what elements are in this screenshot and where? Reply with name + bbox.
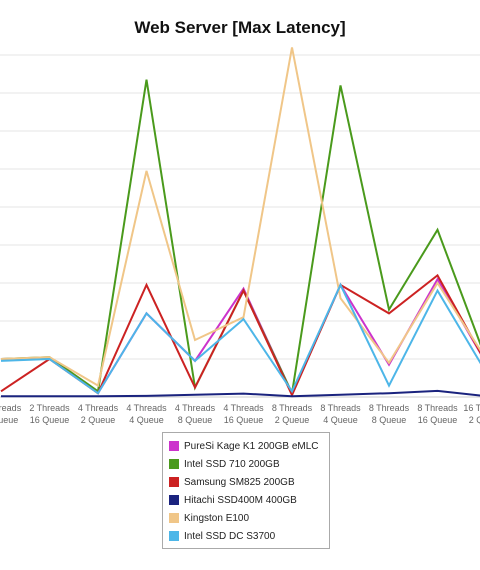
legend-item: Samsung SM825 200GB	[169, 473, 323, 491]
x-tick-label: 2 Threads 16 Queue	[29, 403, 70, 425]
series-lines	[0, 47, 480, 398]
series-line-4	[0, 47, 480, 388]
legend: PureSi Kage K1 200GB eMLC Intel SSD 710 2…	[162, 432, 330, 549]
legend-swatch	[169, 495, 179, 505]
legend-label: Hitachi SSD400M 400GB	[184, 494, 297, 506]
legend-label: Intel SSD 710 200GB	[184, 458, 280, 470]
legend-label: Kingston E100	[184, 512, 250, 524]
legend-swatch	[169, 513, 179, 523]
legend-label: Intel SSD DC S3700	[184, 530, 276, 542]
legend-item: Intel SSD DC S3700	[169, 527, 323, 545]
legend-swatch	[169, 477, 179, 487]
gridlines	[0, 54, 480, 398]
legend-label: PureSi Kage K1 200GB eMLC	[184, 440, 319, 452]
legend-label: Samsung SM825 200GB	[184, 476, 295, 488]
legend-swatch	[169, 531, 179, 541]
x-tick-label: 4 Threads 8 Queue	[175, 403, 216, 425]
x-tick-label: 4 Threads 16 Queue	[223, 403, 264, 425]
series-line-5	[0, 282, 480, 395]
x-tick-label: 4 Threads 2 Queue	[78, 403, 119, 425]
legend-swatch	[169, 459, 179, 469]
x-tick-label: 8 Threads 4 Queue	[320, 403, 361, 425]
legend-swatch	[169, 441, 179, 451]
legend-item: Hitachi SSD400M 400GB	[169, 491, 323, 509]
x-tick-label: 8 Threads 2 Queue	[272, 403, 313, 425]
chart-title: Web Server [Max Latency]	[134, 18, 346, 37]
legend-item: Kingston E100	[169, 509, 323, 527]
x-tick-label: 4 Threads 4 Queue	[126, 403, 167, 425]
legend-item: PureSi Kage K1 200GB eMLC	[169, 437, 323, 455]
x-tick-label: 8 Threads 16 Queue	[417, 403, 458, 425]
x-tick-label: 8 Threads 8 Queue	[369, 403, 410, 425]
series-line-3	[1, 389, 480, 398]
legend-item: Intel SSD 710 200GB	[169, 455, 323, 473]
